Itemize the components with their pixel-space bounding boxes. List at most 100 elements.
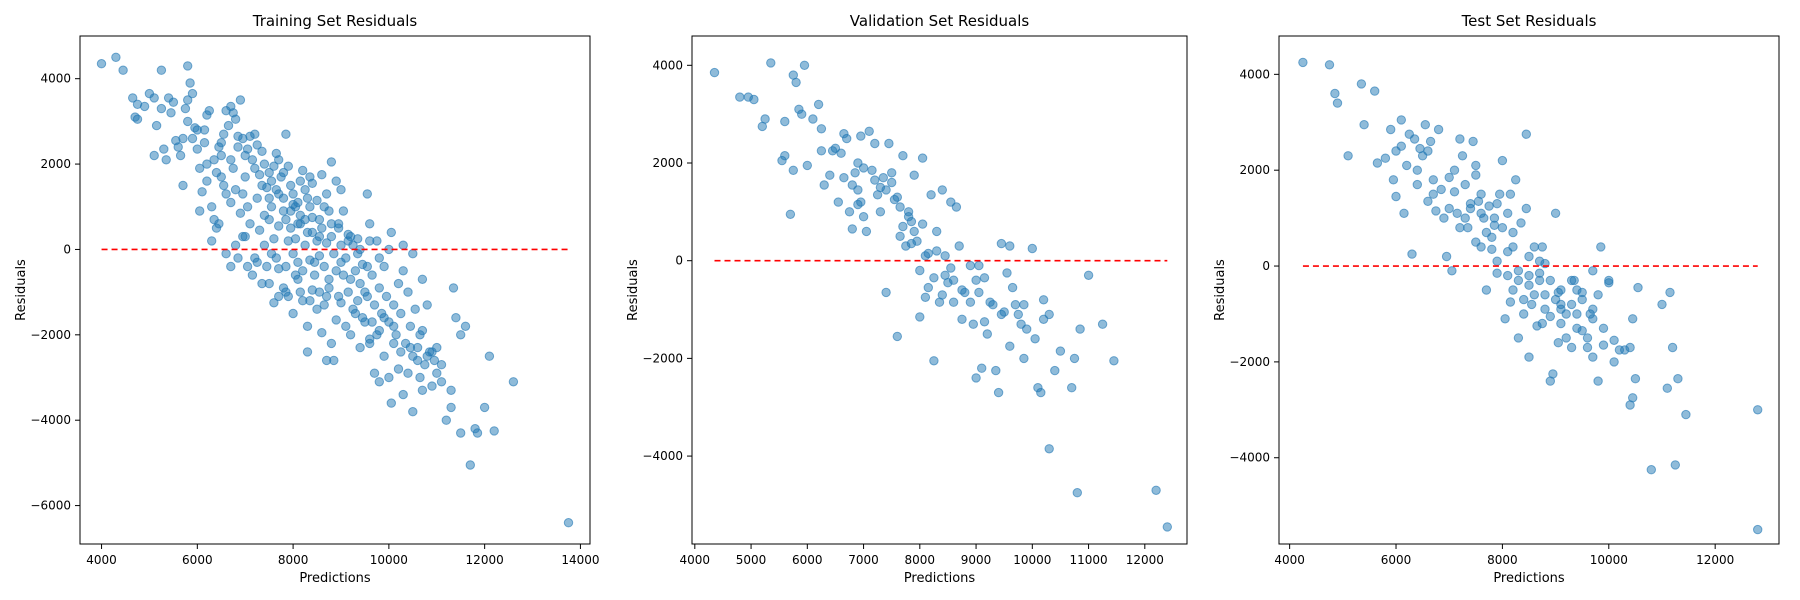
- training-x-tick-label: 14000: [561, 553, 599, 567]
- training-point: [333, 223, 344, 233]
- training-point: [321, 189, 332, 199]
- validation-point: [982, 329, 992, 339]
- training-point: [183, 61, 193, 71]
- test-point: [1556, 285, 1566, 295]
- test-point: [1633, 282, 1643, 293]
- validation-point: [979, 273, 990, 283]
- training-point: [230, 185, 241, 195]
- training-point: [362, 261, 372, 272]
- validation-point: [946, 263, 956, 273]
- validation-point: [937, 185, 947, 195]
- test-point: [1447, 266, 1457, 276]
- test-point: [1665, 287, 1675, 298]
- validation-point: [892, 331, 902, 342]
- validation-residuals-chart: 4000 5000 6000 7000 8000 9000 10000 11000 12000 −…: [626, 12, 1188, 586]
- test-point: [1508, 242, 1518, 252]
- test-point: [1625, 342, 1635, 353]
- validation-point: [923, 248, 933, 259]
- validation-point: [917, 219, 928, 229]
- training-point: [286, 180, 296, 191]
- test-point: [1444, 172, 1454, 183]
- training-point: [240, 172, 250, 182]
- training-point: [341, 253, 351, 263]
- test-point: [1511, 175, 1521, 185]
- training-point: [441, 415, 451, 425]
- training-point: [242, 202, 253, 212]
- test-point: [1553, 338, 1564, 348]
- training-point: [207, 202, 217, 212]
- validation-point: [813, 99, 824, 110]
- test-point: [1330, 88, 1340, 99]
- test-point: [1484, 201, 1494, 211]
- training-point: [269, 234, 279, 244]
- test-point: [1524, 251, 1534, 262]
- test-point: [1481, 285, 1492, 295]
- test-point: [1439, 213, 1449, 223]
- training-point: [341, 321, 351, 331]
- training-point: [250, 163, 260, 174]
- training-point: [226, 261, 236, 272]
- test-point: [1386, 124, 1396, 135]
- validation-point: [979, 317, 990, 327]
- test-point: [1556, 318, 1566, 329]
- test-point: [1556, 304, 1566, 314]
- training-point: [307, 178, 317, 189]
- test-point: [1487, 232, 1497, 243]
- training-point: [389, 338, 399, 349]
- training-point: [235, 95, 246, 105]
- training-point: [319, 261, 329, 272]
- training-point: [264, 167, 274, 178]
- training-point: [286, 206, 296, 216]
- training-point: [329, 249, 339, 259]
- test-point: [1298, 57, 1308, 68]
- validation-point: [853, 185, 863, 195]
- training-point: [355, 278, 365, 289]
- validation-x-axis-label: Predictions: [904, 571, 976, 586]
- training-point: [281, 129, 291, 139]
- test-point: [1609, 335, 1619, 345]
- validation-point: [1069, 353, 1080, 364]
- training-point: [132, 114, 143, 124]
- test-point: [1505, 297, 1516, 307]
- validation-point: [965, 260, 976, 271]
- test-residuals-chart: 4000 6000 8000 10000 12000 −4000 −2000 0 2000 400…: [1213, 12, 1780, 586]
- training-point: [398, 266, 408, 276]
- test-point: [1503, 208, 1513, 219]
- validation-point: [940, 251, 950, 261]
- training-residuals-chart: 4000 6000 8000 10000 12000 14000 −6000 −4000 −20…: [14, 12, 600, 586]
- training-point: [209, 155, 219, 165]
- training-point: [180, 103, 191, 114]
- test-plot-frame: [1278, 35, 1780, 545]
- test-point: [1412, 165, 1423, 175]
- training-point: [139, 101, 150, 112]
- test-point: [1598, 340, 1609, 350]
- validation-x-tick-label: 5000: [736, 553, 767, 567]
- validation-point: [858, 163, 869, 173]
- validation-point: [929, 273, 939, 283]
- training-point: [448, 283, 459, 293]
- training-point: [374, 377, 384, 387]
- test-point: [1455, 223, 1465, 233]
- validation-x-tick-label: 11000: [1069, 553, 1107, 567]
- validation-point: [1083, 270, 1094, 280]
- training-point: [343, 287, 353, 297]
- training-point: [408, 249, 418, 259]
- training-point: [472, 428, 483, 438]
- training-point: [245, 219, 255, 229]
- test-point: [1423, 196, 1433, 207]
- test-point: [1524, 270, 1534, 281]
- training-point: [415, 372, 425, 383]
- validation-point: [1013, 309, 1023, 320]
- test-point: [1545, 376, 1556, 386]
- test-y-tick-label: −2000: [1229, 355, 1270, 369]
- validation-point: [898, 151, 908, 161]
- test-point: [1604, 278, 1614, 288]
- training-point: [381, 291, 392, 302]
- training-point: [274, 291, 284, 302]
- test-point: [1433, 124, 1444, 135]
- test-point: [1524, 280, 1534, 290]
- test-point: [1428, 175, 1439, 185]
- training-point: [312, 304, 322, 314]
- training-point: [326, 219, 337, 229]
